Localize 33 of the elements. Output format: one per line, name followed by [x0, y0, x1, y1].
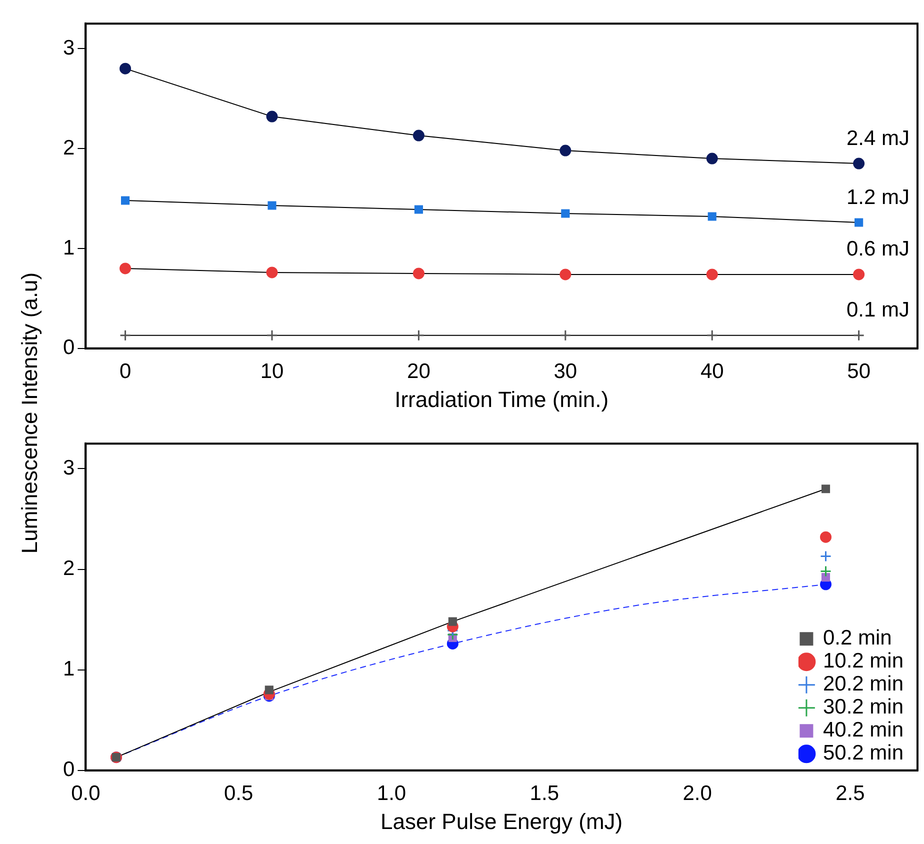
- y-tick-label: 1: [62, 658, 75, 681]
- y-tick-label: 0: [62, 758, 75, 782]
- legend-label: 0.2 min: [822, 626, 892, 650]
- x-tick-label: 50: [847, 360, 870, 383]
- series-label: 0.6 mJ: [846, 238, 910, 261]
- y-tick-label: 3: [62, 456, 75, 480]
- y-tick-label: 2: [62, 136, 75, 160]
- x-axis-title: Laser Pulse Energy (mJ): [380, 808, 623, 834]
- series-label: 1.2 mJ: [846, 186, 910, 209]
- x-tick-label: 0.0: [71, 782, 100, 805]
- y-tick-label: 1: [62, 236, 75, 260]
- x-tick-label: 0: [119, 360, 132, 383]
- x-tick-label: 20: [407, 360, 430, 383]
- y-tick-label: 3: [62, 36, 75, 60]
- series-label: 0.1 mJ: [846, 298, 910, 322]
- y-tick-label: 0: [62, 336, 75, 360]
- legend-label: 10.2 min: [822, 650, 904, 673]
- legend-label: 50.2 min: [822, 742, 904, 765]
- x-tick-label: 2.0: [682, 782, 712, 805]
- y-tick-label: 2: [62, 557, 75, 580]
- x-axis-title: Irradiation Time (min.): [394, 386, 609, 412]
- series-label: 2.4 mJ: [846, 126, 910, 150]
- x-tick-label: 2.5: [836, 782, 865, 805]
- y-axis-title: Luminescence Intensity (a.u): [17, 272, 43, 554]
- legend-label: 40.2 min: [822, 718, 904, 742]
- legend-label: 30.2 min: [822, 696, 904, 719]
- x-tick-label: 1.0: [376, 782, 406, 805]
- x-tick-label: 40: [700, 360, 724, 383]
- x-tick-label: 30: [554, 360, 578, 383]
- x-tick-label: 10: [260, 360, 284, 383]
- x-tick-label: 0.5: [224, 782, 254, 805]
- x-tick-label: 1.5: [530, 782, 560, 805]
- legend-label: 20.2 min: [822, 672, 904, 696]
